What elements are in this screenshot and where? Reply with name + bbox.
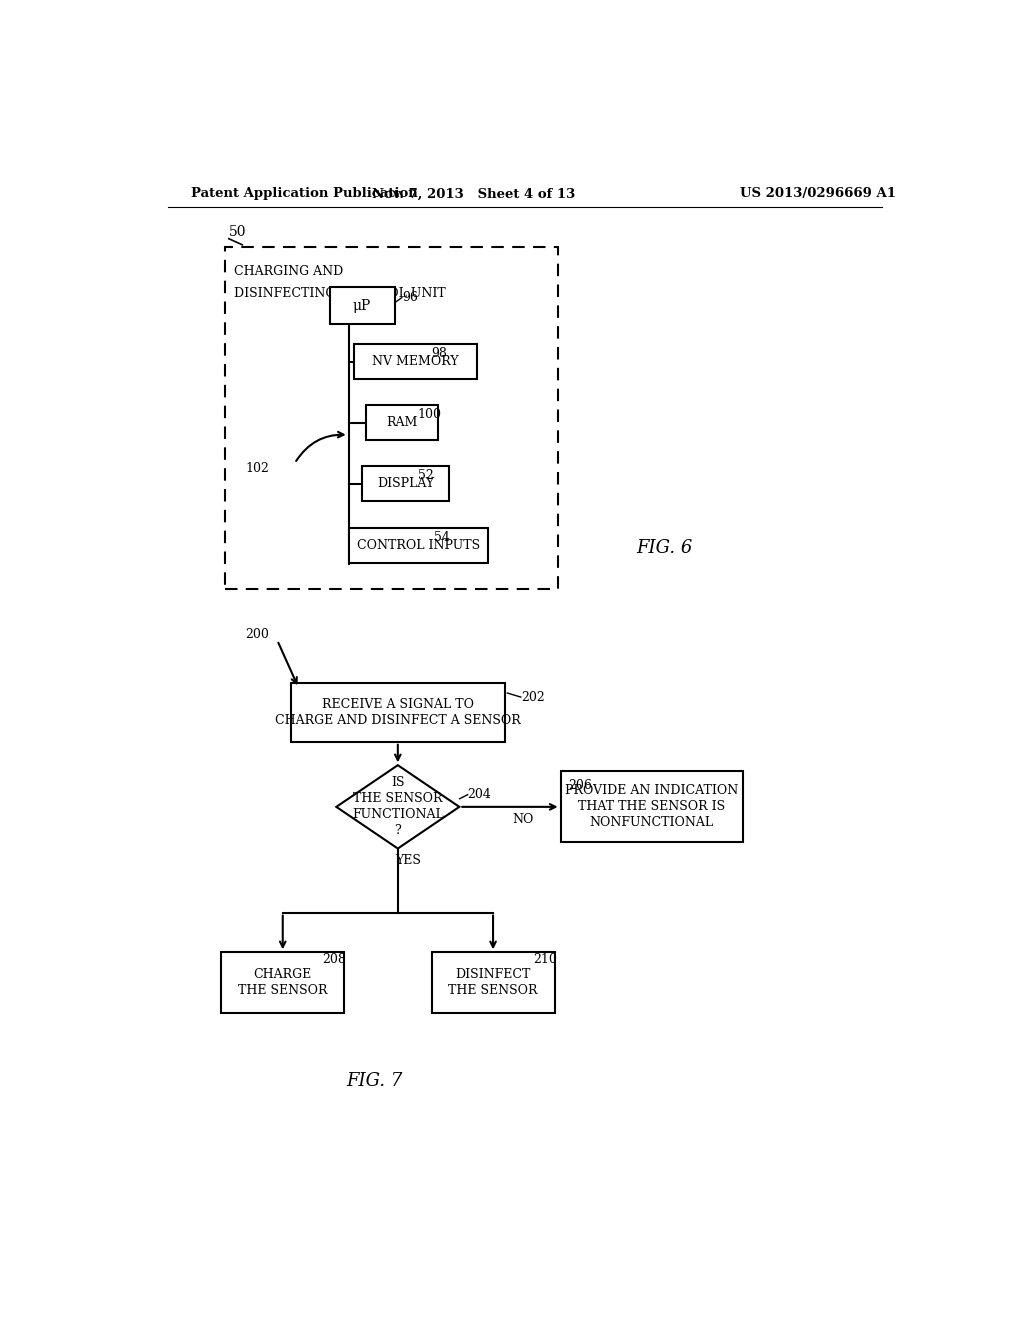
Text: IS
THE SENSOR
FUNCTIONAL
?: IS THE SENSOR FUNCTIONAL ? bbox=[352, 776, 443, 837]
Text: 50: 50 bbox=[228, 224, 247, 239]
Text: Nov. 7, 2013   Sheet 4 of 13: Nov. 7, 2013 Sheet 4 of 13 bbox=[372, 187, 574, 201]
Text: DISINFECTING CONTROL UNIT: DISINFECTING CONTROL UNIT bbox=[234, 288, 446, 301]
FancyBboxPatch shape bbox=[221, 952, 344, 1014]
Text: 54: 54 bbox=[433, 531, 450, 544]
Text: PROVIDE AN INDICATION
THAT THE SENSOR IS
NONFUNCTIONAL: PROVIDE AN INDICATION THAT THE SENSOR IS… bbox=[565, 784, 738, 829]
Text: FIG. 7: FIG. 7 bbox=[346, 1072, 402, 1090]
Text: 210: 210 bbox=[532, 953, 557, 966]
Text: 100: 100 bbox=[418, 408, 441, 421]
FancyBboxPatch shape bbox=[330, 288, 394, 325]
Text: 52: 52 bbox=[418, 469, 433, 482]
Text: DISPLAY: DISPLAY bbox=[377, 477, 434, 490]
Text: US 2013/0296669 A1: US 2013/0296669 A1 bbox=[740, 187, 896, 201]
Text: 206: 206 bbox=[568, 779, 592, 792]
Text: NV MEMORY: NV MEMORY bbox=[372, 355, 459, 368]
FancyBboxPatch shape bbox=[362, 466, 450, 502]
Text: NO: NO bbox=[513, 813, 534, 825]
Text: Patent Application Publication: Patent Application Publication bbox=[191, 187, 418, 201]
Text: CHARGING AND: CHARGING AND bbox=[234, 265, 344, 279]
Text: 102: 102 bbox=[246, 462, 269, 475]
Text: 204: 204 bbox=[468, 788, 492, 801]
Text: 200: 200 bbox=[246, 627, 269, 640]
FancyBboxPatch shape bbox=[431, 952, 555, 1014]
Text: μP: μP bbox=[353, 298, 372, 313]
Text: RECEIVE A SIGNAL TO
CHARGE AND DISINFECT A SENSOR: RECEIVE A SIGNAL TO CHARGE AND DISINFECT… bbox=[275, 698, 520, 727]
FancyBboxPatch shape bbox=[353, 345, 477, 379]
FancyBboxPatch shape bbox=[560, 771, 743, 842]
Text: 208: 208 bbox=[323, 953, 346, 966]
Text: RAM: RAM bbox=[386, 416, 418, 429]
Text: CONTROL INPUTS: CONTROL INPUTS bbox=[357, 539, 480, 552]
Text: YES: YES bbox=[395, 854, 421, 867]
Polygon shape bbox=[336, 766, 460, 849]
Text: CHARGE
THE SENSOR: CHARGE THE SENSOR bbox=[238, 968, 328, 997]
FancyBboxPatch shape bbox=[349, 528, 487, 564]
FancyBboxPatch shape bbox=[367, 405, 437, 441]
Text: 202: 202 bbox=[521, 690, 545, 704]
Text: 98: 98 bbox=[431, 347, 447, 360]
Text: FIG. 6: FIG. 6 bbox=[636, 539, 692, 557]
FancyBboxPatch shape bbox=[291, 682, 505, 742]
Text: DISINFECT
THE SENSOR: DISINFECT THE SENSOR bbox=[449, 968, 538, 997]
Text: 96: 96 bbox=[401, 292, 418, 304]
